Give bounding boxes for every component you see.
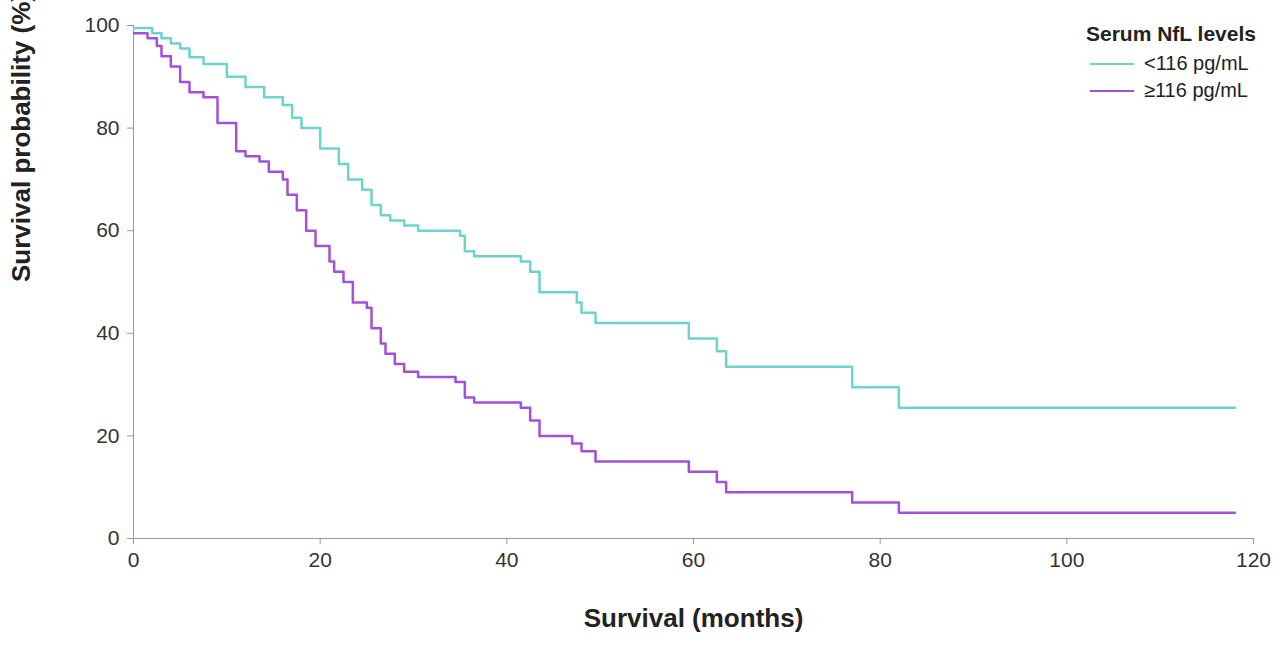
svg-text:0: 0 xyxy=(128,548,140,571)
svg-text:Survival probability (%): Survival probability (%) xyxy=(6,0,36,282)
svg-text:100: 100 xyxy=(1049,548,1084,571)
svg-text:60: 60 xyxy=(682,548,705,571)
svg-text:20: 20 xyxy=(308,548,331,571)
html-text:≥116 pg/mL: ≥116 pg/mL xyxy=(1144,79,1248,101)
svg-text:80: 80 xyxy=(96,116,119,139)
svg-text:80: 80 xyxy=(868,548,891,571)
svg-text:Survival (months): Survival (months) xyxy=(584,603,804,633)
svg-text:40: 40 xyxy=(96,321,119,344)
svg-text:100: 100 xyxy=(84,13,119,36)
svg-text:0: 0 xyxy=(108,526,120,549)
svg-text:60: 60 xyxy=(96,218,119,241)
svg-text:40: 40 xyxy=(495,548,518,571)
html-text:Serum NfL levels: Serum NfL levels xyxy=(1086,22,1256,45)
html-text:<116 pg/mL: <116 pg/mL xyxy=(1144,52,1249,74)
svg-text:120: 120 xyxy=(1236,548,1271,571)
svg-text:20: 20 xyxy=(96,424,119,447)
